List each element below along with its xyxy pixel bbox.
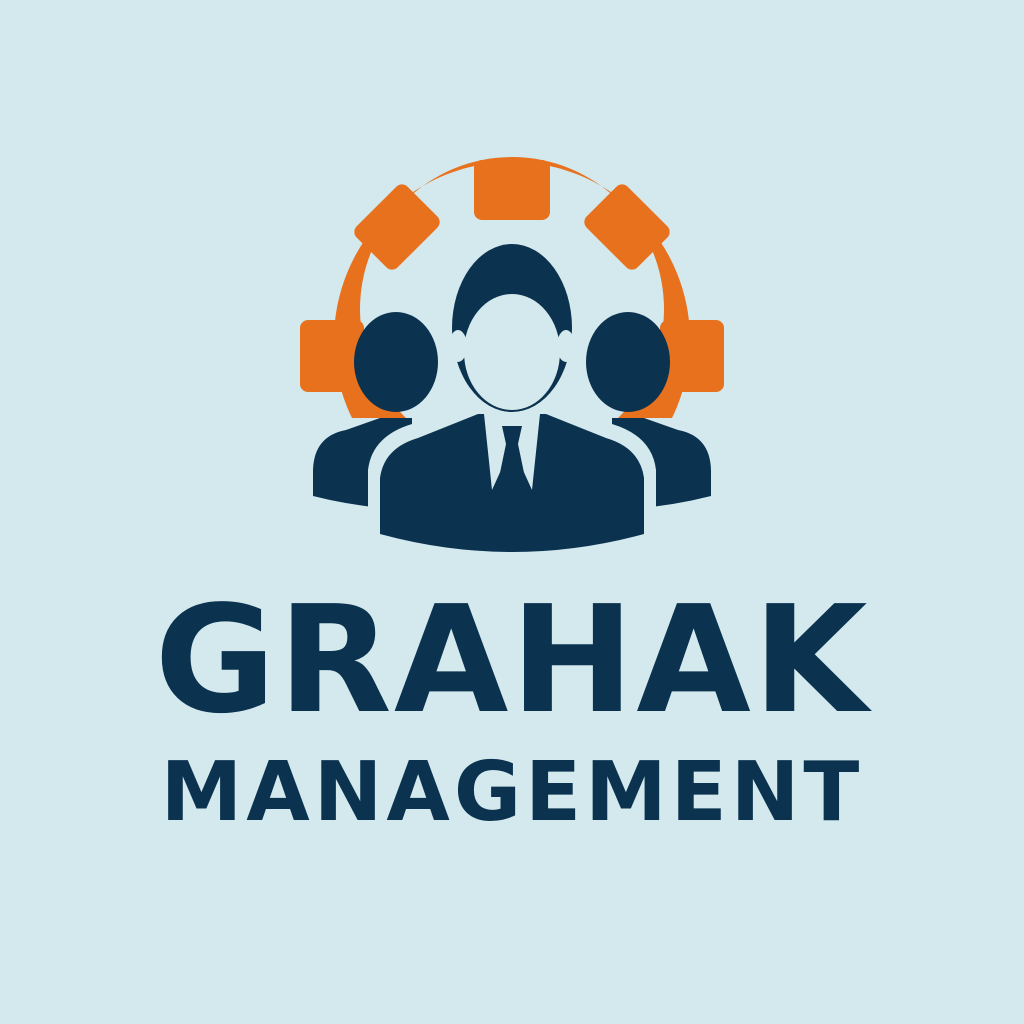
center-person-icon [380, 244, 644, 552]
brand-name: GRAHAK [154, 574, 870, 746]
brand-tagline: MANAGEMENT [160, 745, 864, 840]
